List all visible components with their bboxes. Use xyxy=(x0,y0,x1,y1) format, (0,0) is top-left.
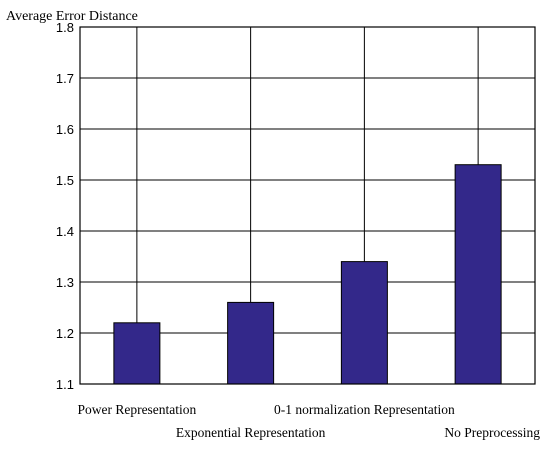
y-tick-labels: 1.1 1.2 1.3 1.4 1.5 1.6 1.7 1.8 xyxy=(56,20,74,392)
y-tick-label: 1.6 xyxy=(56,122,74,137)
bar xyxy=(454,164,502,385)
x-tick-label: Exponential Representation xyxy=(176,425,326,440)
bar xyxy=(113,322,161,385)
x-tick-label: Power Representation xyxy=(77,402,196,417)
x-tick-labels: Power Representation Exponential Represen… xyxy=(77,402,540,440)
y-tick-label: 1.4 xyxy=(56,224,74,239)
bar xyxy=(227,301,275,385)
bar xyxy=(340,261,388,385)
y-tick-label: 1.8 xyxy=(56,20,74,35)
y-axis-label: Average Error Distance xyxy=(6,9,138,24)
x-tick-label: 0-1 normalization Representation xyxy=(274,402,455,417)
y-tick-label: 1.3 xyxy=(56,275,74,290)
y-tick-label: 1.1 xyxy=(56,377,74,392)
plot-frame xyxy=(79,26,536,385)
bars xyxy=(113,164,502,385)
y-tick-label: 1.7 xyxy=(56,71,74,86)
x-tick-label: No Preprocessing xyxy=(444,425,540,440)
y-tick-label: 1.5 xyxy=(56,173,74,188)
y-tick-label: 1.2 xyxy=(56,326,74,341)
